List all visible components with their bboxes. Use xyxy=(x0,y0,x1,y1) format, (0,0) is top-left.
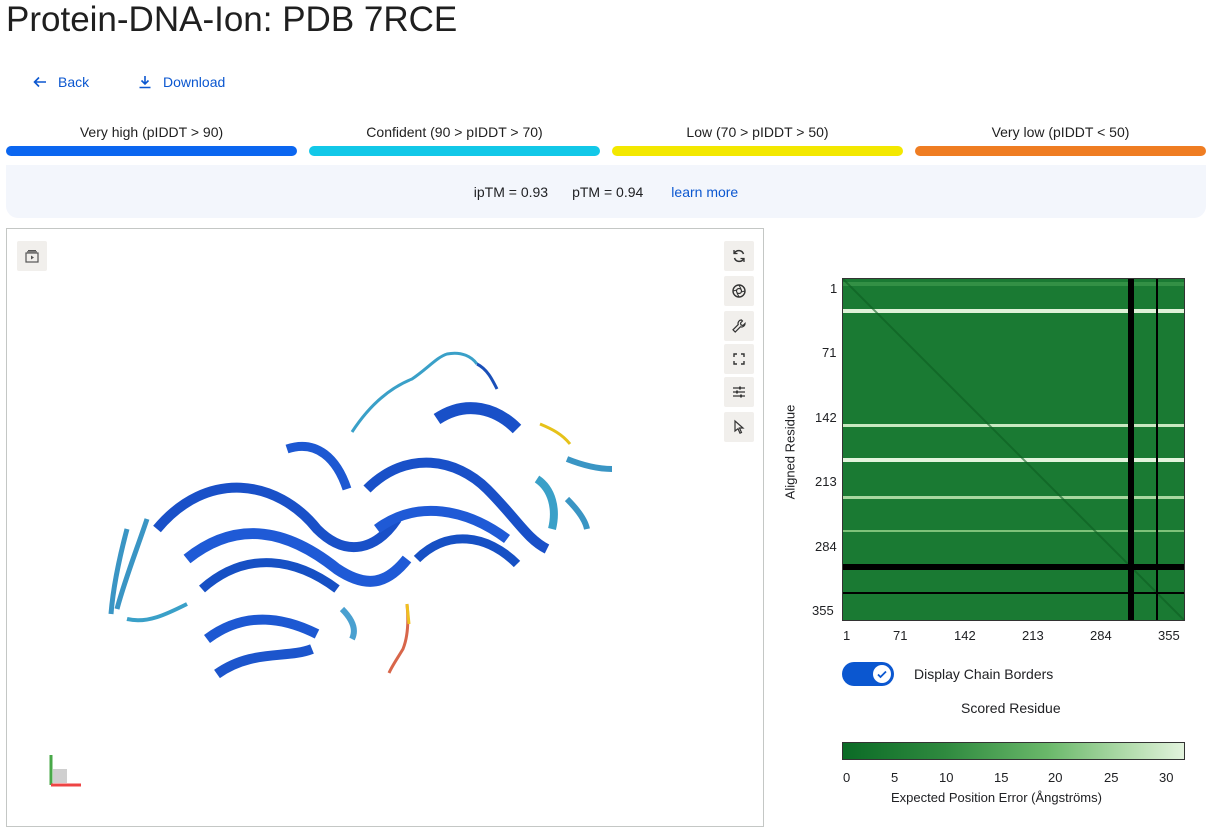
colorbar-tick: 20 xyxy=(1048,770,1063,785)
legend-label: Very low (pIDDT < 50) xyxy=(991,124,1130,140)
download-button[interactable]: Download xyxy=(137,71,225,93)
pae-y-tick: 1 xyxy=(830,281,838,296)
colorbar-tick: 5 xyxy=(891,770,899,785)
colorbar-tick: 0 xyxy=(843,770,851,785)
chain-borders-label: Display Chain Borders xyxy=(914,666,1054,682)
legend-very-low: Very low (pIDDT < 50) xyxy=(915,122,1206,156)
screenshot-button[interactable] xyxy=(724,276,754,306)
rotate-icon xyxy=(733,249,745,263)
sliders-icon xyxy=(733,386,745,398)
reset-rotation-button[interactable] xyxy=(724,241,754,271)
pae-band xyxy=(842,309,1185,313)
legend-very-high: Very high (pIDDT > 90) xyxy=(6,122,297,156)
settings-button[interactable] xyxy=(724,377,754,407)
fullscreen-button[interactable] xyxy=(724,344,754,374)
structure-viewer[interactable] xyxy=(6,228,764,827)
download-label: Download xyxy=(163,74,226,90)
pae-y-tick: 284 xyxy=(815,539,837,554)
controls-button[interactable] xyxy=(724,311,754,341)
legend-bar xyxy=(309,146,600,156)
wrench-icon xyxy=(732,319,746,333)
legend-bar xyxy=(6,146,297,156)
arrow-left-icon xyxy=(33,76,46,88)
play-panel-icon xyxy=(25,250,39,263)
chain-borders-toggle[interactable] xyxy=(842,662,894,686)
cursor-icon xyxy=(734,419,745,435)
selection-mode-button[interactable] xyxy=(724,412,754,442)
colorbar-tick: 10 xyxy=(939,770,954,785)
pae-x-tick: 213 xyxy=(1022,628,1044,643)
pae-x-tick: 355 xyxy=(1158,628,1180,643)
pae-y-tick: 355 xyxy=(812,603,834,618)
protein-structure-render xyxy=(49,351,613,787)
check-icon xyxy=(877,670,887,679)
pae-x-tick: 142 xyxy=(954,628,976,643)
legend-label: Confident (90 > pIDDT > 70) xyxy=(366,124,543,140)
pae-x-tick: 284 xyxy=(1090,628,1112,643)
aperture-icon xyxy=(732,284,746,298)
legend-confident: Confident (90 > pIDDT > 70) xyxy=(309,122,600,156)
colorbar-tick: 30 xyxy=(1159,770,1174,785)
colorbar-label: Expected Position Error (Ångströms) xyxy=(891,790,1102,805)
pae-x-tick: 71 xyxy=(893,628,908,643)
pae-x-tick: 1 xyxy=(843,628,851,643)
pae-y-axis-label: Aligned Residue xyxy=(782,404,798,500)
legend-low: Low (70 > pIDDT > 50) xyxy=(612,122,903,156)
pae-colorbar xyxy=(842,742,1185,760)
colorbar-tick: 15 xyxy=(994,770,1009,785)
pae-x-axis-label: Scored Residue xyxy=(961,700,1061,716)
iptm-score: ipTM = 0.93 xyxy=(473,183,549,200)
download-icon xyxy=(139,76,151,89)
pae-y-tick: 213 xyxy=(815,474,837,489)
page-title: Protein-DNA-Ion: PDB 7RCE xyxy=(6,0,458,39)
colorbar-tick: 25 xyxy=(1104,770,1119,785)
score-panel: ipTM = 0.93 pTM = 0.94 learn more xyxy=(6,165,1206,218)
legend-bar xyxy=(612,146,903,156)
learn-more-link[interactable]: learn more xyxy=(671,183,739,200)
legend-label: Low (70 > pIDDT > 50) xyxy=(686,124,829,140)
legend-label: Very high (pIDDT > 90) xyxy=(79,124,224,140)
pae-heatmap[interactable] xyxy=(842,278,1185,621)
legend-bar xyxy=(915,146,1206,156)
pae-y-tick: 142 xyxy=(815,410,837,425)
pae-y-tick: 71 xyxy=(822,345,837,360)
back-label: Back xyxy=(58,74,90,90)
fullscreen-icon xyxy=(733,353,745,365)
play-panel-button[interactable] xyxy=(17,241,47,271)
ptm-score: pTM = 0.94 xyxy=(572,183,644,200)
back-button[interactable]: Back xyxy=(32,71,89,93)
toggle-knob xyxy=(873,665,891,683)
